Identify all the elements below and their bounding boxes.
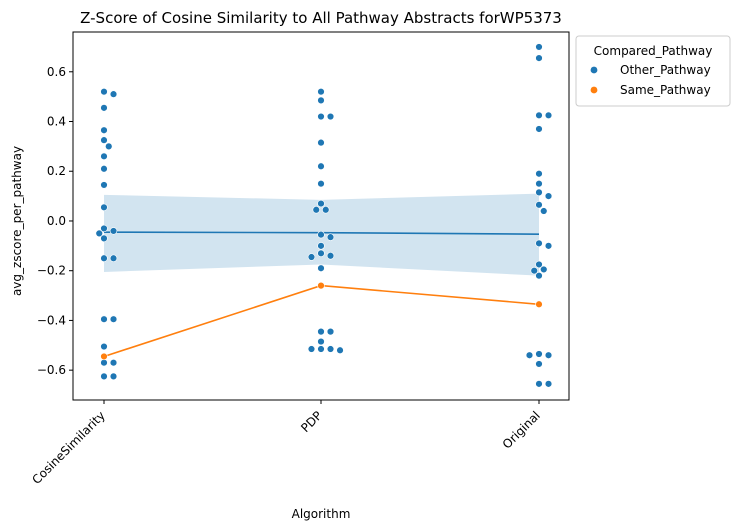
point-same-pathway [317,281,325,290]
point-other-pathway [100,181,108,189]
point-other-pathway [544,351,553,359]
point-other-pathway [322,206,330,214]
point-other-pathway [100,165,108,173]
point-other-pathway [326,112,335,121]
point-other-pathway [544,242,553,250]
point-other-pathway [530,267,538,275]
point-other-pathway [535,125,543,133]
point-other-pathway [100,315,108,323]
point-other-pathway [312,206,320,214]
point-other-pathway [100,126,108,134]
point-other-pathway [317,327,325,336]
point-other-pathway [540,207,548,215]
point-other-pathway [100,152,108,161]
point-other-pathway [109,254,118,262]
point-other-pathway [317,249,325,257]
x-axis-label: Algorithm [292,507,351,521]
point-other-pathway [109,372,118,381]
point-other-pathway [535,179,543,188]
point-other-pathway [109,359,118,367]
point-other-pathway [307,345,316,353]
point-other-pathway [100,359,108,367]
point-other-pathway [105,142,113,151]
chart-title: Z-Score of Cosine Similarity to All Path… [80,9,562,27]
y-tick-label: −0.6 [37,363,66,377]
point-same-pathway [100,352,108,361]
point-other-pathway [535,188,543,197]
point-other-pathway [326,327,335,336]
point-other-pathway [100,234,108,243]
point-same-pathway [535,300,543,308]
y-tick-label: −0.4 [37,313,66,327]
point-other-pathway [317,138,325,147]
plot-area: −0.6 −0.4 −0.2 0.0 0.2 0.4 0.6 CosineSimilarity… [29,31,570,487]
point-other-pathway [326,345,335,353]
y-tick-label: 0.6 [47,65,66,79]
point-other-pathway [535,360,543,368]
point-other-pathway [100,104,108,112]
point-other-pathway [540,265,548,274]
point-other-pathway [544,380,553,388]
legend-title: Compared_Pathway [594,44,713,58]
point-other-pathway [326,233,335,241]
legend: Compared_Pathway Other_Pathway Same_Pathwa… [575,35,731,107]
point-other-pathway [95,229,103,238]
point-other-pathway [317,337,325,346]
x-tick-label: Original [500,408,543,451]
point-other-pathway [535,260,543,269]
point-other-pathway [317,87,325,96]
point-other-pathway [100,254,108,262]
legend-box [575,35,731,107]
point-other-pathway [317,230,325,239]
point-other-pathway [535,380,543,388]
y-tick-label: 0.2 [47,164,66,178]
point-other-pathway [535,170,543,178]
point-other-pathway [525,351,534,359]
point-other-pathway [100,136,108,144]
y-tick-label: 0.0 [47,214,66,228]
point-other-pathway [317,242,325,250]
x-tick-label: CosineSimilarity [29,408,108,487]
x-tick-label: PDP [298,408,325,435]
point-other-pathway [109,90,118,98]
point-other-pathway [109,227,118,235]
point-other-pathway [100,87,108,96]
point-other-pathway [326,252,335,260]
point-other-pathway [109,315,118,323]
legend-marker [590,86,598,94]
legend-entry: Other_Pathway [620,63,711,77]
point-other-pathway [307,253,316,261]
point-other-pathway [535,54,543,62]
y-tick-label: −0.2 [37,264,66,278]
point-other-pathway [100,342,108,351]
y-axis-label: avg_zscore_per_pathway [10,146,24,296]
point-other-pathway [317,345,325,353]
point-other-pathway [100,224,108,233]
point-other-pathway [544,192,553,200]
point-other-pathway [535,271,543,280]
point-other-pathway [336,346,344,354]
point-other-pathway [535,43,543,51]
legend-marker [590,66,598,74]
point-other-pathway [100,372,108,381]
point-other-pathway [535,239,543,248]
point-other-pathway [535,111,543,119]
point-other-pathway [317,179,325,188]
point-other-pathway [100,203,108,211]
point-other-pathway [535,350,543,358]
point-other-pathway [317,199,325,208]
point-other-pathway [317,162,325,170]
point-other-pathway [317,112,325,121]
point-other-pathway [317,96,325,105]
y-tick-label: 0.4 [47,115,66,129]
point-other-pathway [535,201,543,209]
legend-entry: Same_Pathway [620,83,711,97]
point-other-pathway [317,264,325,272]
point-other-pathway [544,111,553,119]
